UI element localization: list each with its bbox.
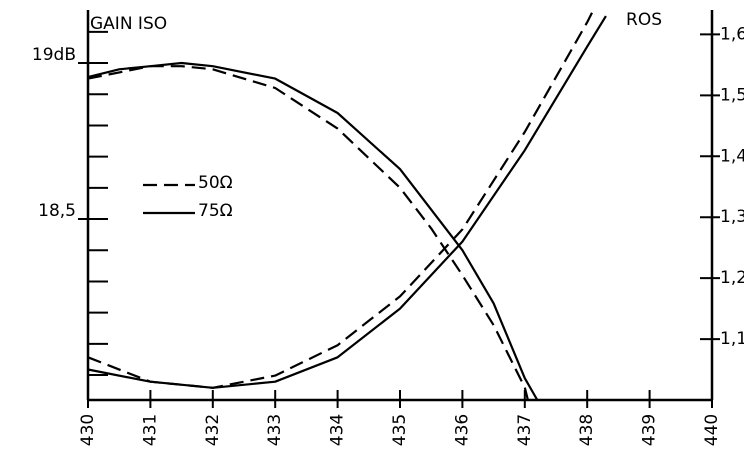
x-tick-label: 440: [702, 414, 722, 446]
y2-tick-label: 1,5: [720, 85, 744, 105]
line-series: [87, 9, 595, 389]
y-axis-label: GAIN ISO: [90, 14, 167, 34]
legend-label: 50Ω: [198, 173, 233, 193]
legend-label: 75Ω: [198, 201, 233, 221]
line-series: [87, 15, 607, 389]
x-tick-label: 439: [640, 414, 660, 446]
y2-axis-label: ROS: [626, 10, 662, 30]
y2-tick-label: 1,1: [720, 329, 744, 349]
x-tick-label: 431: [140, 414, 160, 446]
x-tick-label: 432: [203, 414, 223, 446]
x-tick-label: 438: [577, 414, 597, 446]
y2-tick-label: 1,6: [720, 24, 744, 44]
x-tick-label: 433: [265, 414, 285, 446]
y2-tick-label: 1,3: [720, 207, 744, 227]
line-series: [87, 61, 539, 401]
x-tick-label: 437: [515, 414, 535, 446]
x-tick-label: 435: [390, 414, 410, 446]
y-tick-label: 19dB: [32, 45, 76, 65]
y2-tick-label: 1,4: [720, 146, 744, 166]
x-tick-label: 430: [78, 414, 98, 446]
x-tick-label: 436: [452, 414, 472, 446]
y2-tick-label: 1,2: [720, 268, 744, 288]
line-series: [87, 65, 529, 401]
y-tick-label: 18,5: [38, 201, 76, 221]
x-tick-label: 434: [328, 414, 348, 446]
